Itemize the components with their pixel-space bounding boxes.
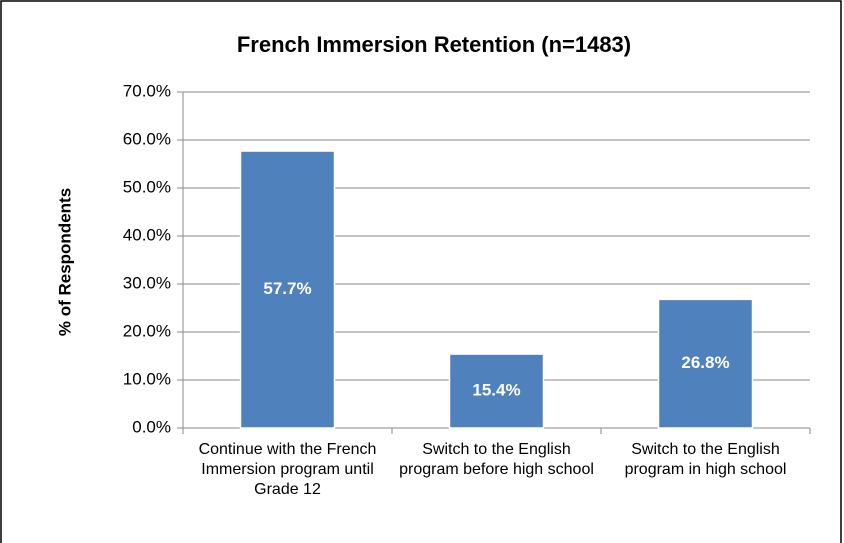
data-label: 57.7%: [263, 279, 311, 298]
x-tick-label: Switch to the English program in high sc…: [624, 441, 787, 478]
y-tick-label: 30.0%: [123, 273, 171, 292]
data-label: 15.4%: [472, 381, 520, 400]
y-tick-label: 70.0%: [123, 81, 171, 100]
chart-title: French Immersion Retention (n=1483): [237, 32, 631, 57]
y-tick-label: 60.0%: [123, 129, 171, 148]
data-label: 26.8%: [681, 353, 729, 372]
y-tick-label: 0.0%: [132, 417, 171, 436]
y-tick-label: 40.0%: [123, 225, 171, 244]
bar: [239, 150, 336, 429]
bar: [448, 353, 545, 429]
y-axis-label: % of Respondents: [55, 188, 74, 336]
y-tick-label: 50.0%: [123, 177, 171, 196]
x-tick-label: Continue with the French Immersion progr…: [198, 441, 377, 498]
bar: [657, 298, 754, 429]
x-tick-label: Switch to the English program before hig…: [399, 441, 594, 478]
y-tick-label: 20.0%: [123, 321, 171, 340]
y-tick-label: 10.0%: [123, 369, 171, 388]
